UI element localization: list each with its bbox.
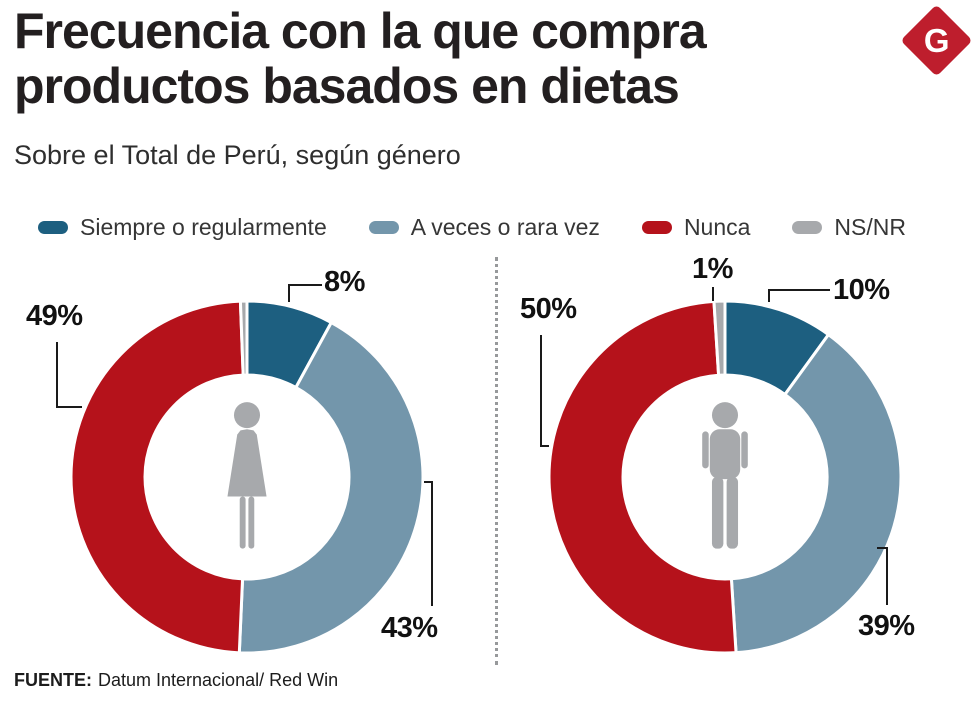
- donut-segment: [69, 299, 245, 655]
- donut-segment: [712, 299, 727, 377]
- label-men-aveces: 39%: [858, 610, 915, 642]
- legend-label-aveces: A veces o rara vez: [410, 214, 600, 240]
- label-women-siempre: 8%: [324, 266, 365, 298]
- legend-label-siempre: Siempre o regularmente: [80, 214, 327, 240]
- man-icon: [690, 401, 760, 553]
- source-text: Datum Internacional/ Red Win: [98, 670, 339, 690]
- legend-swatch-aveces-icon: [368, 221, 399, 234]
- legend-item-nunca: Nunca: [641, 214, 751, 241]
- donut-men-svg: [547, 299, 903, 655]
- legend-label-nunca: Nunca: [683, 214, 751, 240]
- callout-men-aveces: [877, 547, 888, 605]
- callout-women-siempre: [288, 284, 322, 302]
- title-line-2: productos basados en dietas: [14, 58, 680, 114]
- callout-men-nsnr: [712, 287, 714, 301]
- donut-segment: [238, 299, 249, 377]
- legend-label-nsnr: NS/NR: [834, 214, 906, 240]
- page-title: Frecuencia con la que compra productos b…: [14, 3, 707, 114]
- gestion-logo: G: [899, 3, 973, 77]
- subtitle: Sobre el Total de Perú, según género: [14, 140, 461, 170]
- callout-men-nunca: [540, 335, 549, 447]
- legend-swatch-siempre-icon: [38, 221, 68, 234]
- legend-item-aveces: A veces o rara vez: [368, 214, 600, 241]
- logo-diamond-icon: G: [899, 3, 973, 77]
- donut-chart-women: [67, 297, 427, 657]
- legend-swatch-nsnr-icon: [792, 221, 823, 234]
- title-line-1: Frecuencia con la que compra: [14, 3, 707, 59]
- callout-women-aveces: [424, 481, 433, 606]
- label-men-nsnr: 1%: [692, 253, 733, 285]
- woman-icon: [212, 401, 282, 553]
- donut-segment: [547, 299, 738, 655]
- donut-women-svg: [69, 299, 425, 655]
- legend-swatch-nunca-icon: [641, 221, 672, 234]
- label-women-nunca: 49%: [26, 300, 83, 332]
- label-women-aveces: 43%: [381, 612, 438, 644]
- source-label: FUENTE:: [14, 670, 92, 690]
- legend: Siempre o regularmente A veces o rara ve…: [38, 214, 906, 241]
- label-men-nunca: 50%: [520, 293, 577, 325]
- source-line: FUENTE: Datum Internacional/ Red Win: [14, 670, 338, 691]
- legend-item-nsnr: NS/NR: [792, 214, 906, 241]
- donut-segment: [729, 332, 903, 655]
- label-men-siempre: 10%: [833, 274, 890, 306]
- donut-chart-men: [545, 297, 905, 657]
- dotted-divider: [495, 257, 498, 665]
- donut-segment: [237, 320, 425, 655]
- logo-letter: G: [923, 21, 949, 59]
- legend-item-siempre: Siempre o regularmente: [38, 214, 327, 241]
- callout-women-nunca: [56, 342, 82, 408]
- callout-men-siempre: [768, 289, 830, 302]
